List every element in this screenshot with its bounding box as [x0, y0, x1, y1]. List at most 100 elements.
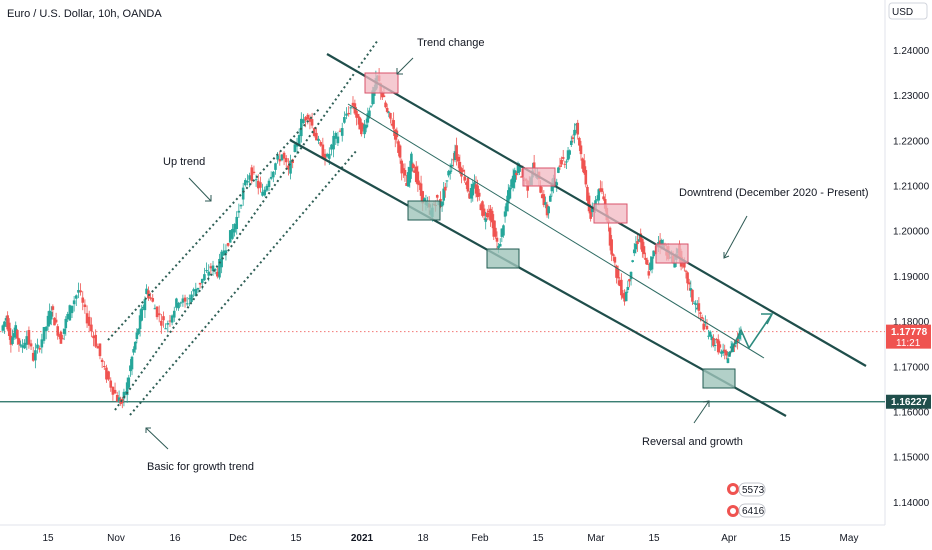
candle-body — [653, 250, 657, 252]
candle-body — [615, 265, 618, 278]
candle-body — [737, 333, 741, 339]
candle-body — [550, 183, 554, 192]
candle-body — [100, 359, 104, 363]
forecast-arrow[interactable] — [728, 313, 773, 357]
candle-body — [289, 160, 292, 174]
candle-body — [513, 170, 517, 183]
candle-body — [492, 220, 496, 237]
candle-body — [315, 132, 318, 141]
price-axis[interactable]: 1.24000 1.23000 1.22000 1.21000 1.20000 1.190… — [893, 46, 930, 509]
candle-body — [587, 195, 591, 212]
candle-body — [308, 117, 312, 122]
time-axis[interactable]: 15 Nov 16 Dec 15 2021 18 Feb 15 Mar 15 Apr 15 May — [42, 533, 858, 544]
candle-body — [7, 322, 11, 337]
candle-body — [340, 128, 344, 136]
reversal-arrowhead — [702, 400, 710, 407]
candle-body — [578, 137, 581, 146]
candle-body — [471, 184, 475, 196]
candle-body — [321, 144, 325, 158]
candle-body — [739, 333, 743, 335]
candle-body — [660, 239, 664, 245]
candle-body — [143, 299, 147, 311]
candle-body — [267, 180, 271, 187]
candle-body — [569, 140, 573, 145]
candle-body — [145, 288, 148, 294]
trend-change-box[interactable] — [364, 72, 399, 94]
candle-body — [194, 288, 198, 296]
candle-body — [479, 204, 483, 211]
candle-body — [9, 335, 13, 345]
candle-body — [157, 313, 161, 316]
up-trend-arrow[interactable] — [188, 177, 212, 202]
candle-body — [495, 237, 499, 242]
uptrend-channel-lower-line[interactable] — [114, 39, 379, 411]
candle-body — [503, 211, 507, 217]
candle-body — [361, 123, 365, 129]
candle-body — [181, 298, 185, 303]
candle-body — [497, 245, 500, 248]
currency-badge[interactable] — [888, 2, 928, 20]
growth-base-arrow[interactable] — [145, 427, 169, 450]
candle-body — [358, 117, 362, 130]
candle-body — [64, 318, 68, 329]
candle-body — [250, 167, 254, 182]
candle-body — [611, 254, 615, 256]
downtrend-arrow[interactable] — [723, 215, 748, 259]
candle-body — [453, 151, 457, 160]
price-tick-label: 1.18000 — [893, 317, 930, 328]
candle-body — [46, 315, 50, 327]
candle-body — [382, 95, 386, 98]
candle-body — [699, 312, 702, 314]
candle-body — [636, 241, 639, 245]
uptrend-channel-upper-line[interactable] — [107, 107, 321, 341]
badge-2 — [738, 503, 766, 518]
candle-body — [317, 138, 320, 141]
candle-body — [600, 188, 604, 192]
candle-body — [111, 386, 115, 395]
candle-body — [518, 166, 521, 172]
resistance-box-3[interactable] — [655, 243, 689, 264]
candle-body — [248, 175, 251, 180]
resistance-box-1[interactable] — [522, 167, 556, 187]
candle-body — [90, 324, 93, 332]
candle-body — [105, 367, 108, 380]
candle-body — [196, 287, 200, 290]
candle-body — [254, 179, 258, 181]
candle-body — [117, 397, 121, 403]
candle-body — [226, 243, 230, 246]
candle-body — [192, 289, 195, 292]
candle-body — [461, 169, 465, 172]
time-tick-label: May — [840, 533, 859, 544]
candle-body — [705, 325, 709, 330]
support-box-2[interactable] — [486, 248, 520, 269]
candle-body — [27, 330, 31, 345]
candle-body — [198, 282, 202, 285]
support-box-1[interactable] — [407, 200, 441, 221]
candle-body — [686, 272, 689, 284]
candle-body — [694, 303, 697, 305]
candle-body — [151, 298, 155, 302]
candle-body — [74, 295, 78, 299]
candle-body — [172, 310, 176, 318]
annotation-up-trend: Up trend — [163, 156, 205, 168]
candle-body — [390, 123, 394, 126]
corner-badges[interactable]: 5573 6416 — [727, 482, 766, 518]
candle-body — [61, 338, 64, 340]
candle-body — [79, 290, 82, 293]
candle-body — [42, 326, 46, 341]
candle-body — [502, 225, 505, 236]
trend-change-arrow[interactable] — [396, 57, 414, 75]
candle-body — [256, 180, 260, 189]
candle-body — [51, 306, 55, 310]
candle-body — [363, 124, 366, 135]
candle-body — [476, 185, 479, 197]
candle-body — [233, 223, 236, 233]
reversal-arrow[interactable] — [693, 400, 710, 424]
candle-body — [300, 118, 303, 137]
resistance-box-2[interactable] — [593, 203, 628, 224]
uptrend-channel-mid-line[interactable] — [129, 149, 358, 416]
candle-body — [411, 163, 415, 169]
downtrend-channel-mid-line[interactable] — [347, 103, 765, 359]
support-box-3[interactable] — [702, 368, 736, 389]
candle-body — [211, 265, 215, 272]
